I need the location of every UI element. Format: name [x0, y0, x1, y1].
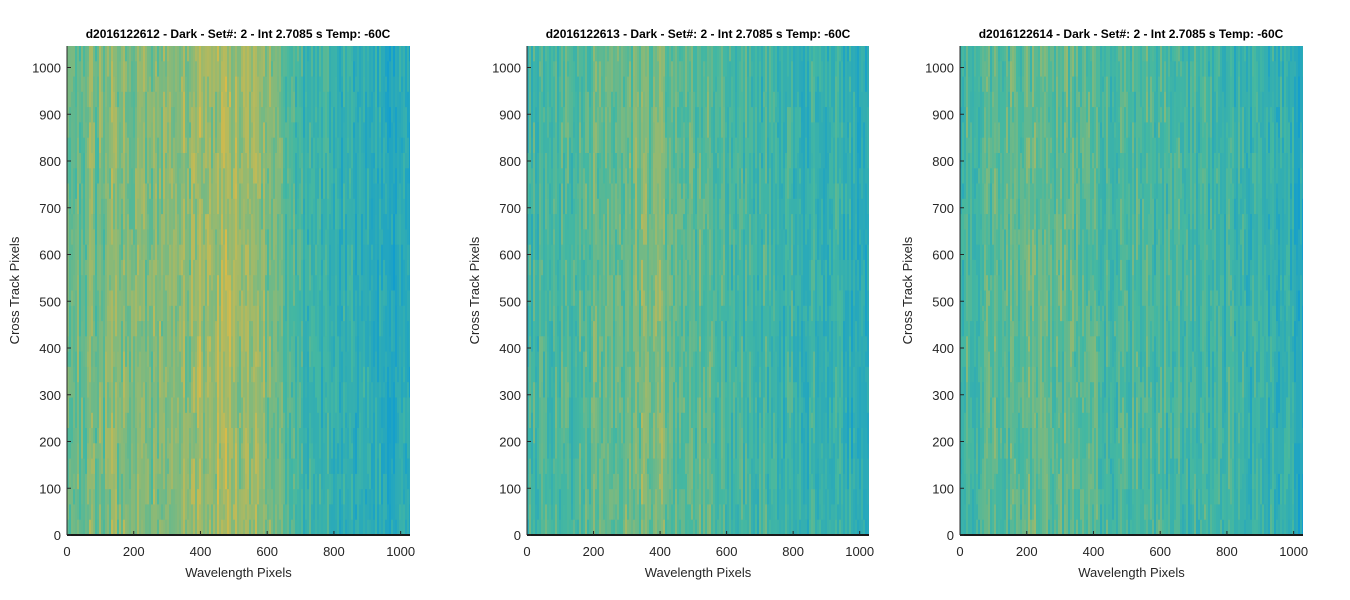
y-tick-label: 1000 [925, 61, 954, 76]
x-axis-label: Wavelength Pixels [1078, 565, 1185, 580]
x-tick-label: 200 [1016, 544, 1038, 559]
chart-title: d2016122613 - Dark - Set#: 2 - Int 2.708… [546, 27, 851, 41]
x-tick-label: 400 [1083, 544, 1105, 559]
y-tick-label: 800 [39, 154, 61, 169]
y-tick-label: 700 [932, 201, 954, 216]
y-tick-label: 100 [932, 481, 954, 496]
y-tick-label: 900 [932, 107, 954, 122]
chart-panel-2: 0 200 400 600 800 1000 0 100 200 300 400 500 600 700 8… [467, 27, 874, 580]
y-tick-label: 700 [499, 201, 521, 216]
y-tick-label: 1000 [32, 61, 61, 76]
y-tick-label: 600 [39, 248, 61, 263]
y-tick-label: 300 [39, 388, 61, 403]
x-tick-label: 800 [782, 544, 804, 559]
y-tick-label: 500 [932, 294, 954, 309]
x-tick-label: 800 [1216, 544, 1238, 559]
y-tick-label: 0 [54, 528, 61, 543]
x-tick-label: 600 [256, 544, 278, 559]
x-axis-label: Wavelength Pixels [645, 565, 752, 580]
x-tick-label: 600 [1149, 544, 1171, 559]
y-axis-label: Cross Track Pixels [7, 236, 22, 344]
y-tick-label: 200 [39, 435, 61, 450]
y-tick-label: 0 [514, 528, 521, 543]
y-tick-label: 100 [499, 481, 521, 496]
x-tick-label: 1000 [386, 544, 415, 559]
chart-title: d2016122614 - Dark - Set#: 2 - Int 2.708… [979, 27, 1284, 41]
x-tick-label: 0 [956, 544, 963, 559]
y-tick-label: 1000 [492, 61, 521, 76]
y-tick-label: 600 [932, 248, 954, 263]
heatmap-image [67, 46, 410, 535]
x-tick-label: 1000 [845, 544, 874, 559]
x-tick-label: 400 [190, 544, 212, 559]
y-tick-label: 200 [932, 435, 954, 450]
y-tick-label: 900 [499, 107, 521, 122]
y-tick-label: 800 [499, 154, 521, 169]
heatmap-image [527, 46, 869, 535]
chart-panel-3: 0 200 400 600 800 1000 0 100 200 300 400 500 600 700 8… [900, 27, 1308, 580]
chart-panel-1: 0 200 400 600 800 1000 0 100 200 300 400 500 600 700 8… [7, 27, 415, 580]
y-tick-label: 400 [499, 341, 521, 356]
x-tick-label: 0 [63, 544, 70, 559]
y-tick-label: 700 [39, 201, 61, 216]
y-tick-label: 200 [499, 435, 521, 450]
chart-title: d2016122612 - Dark - Set#: 2 - Int 2.708… [86, 27, 391, 41]
y-tick-label: 0 [947, 528, 954, 543]
y-tick-label: 300 [499, 388, 521, 403]
y-tick-label: 300 [932, 388, 954, 403]
x-tick-label: 1000 [1279, 544, 1308, 559]
y-tick-label: 800 [932, 154, 954, 169]
x-axis-label: Wavelength Pixels [185, 565, 292, 580]
x-tick-label: 200 [583, 544, 605, 559]
y-tick-label: 100 [39, 481, 61, 496]
y-tick-label: 900 [39, 107, 61, 122]
y-axis-label: Cross Track Pixels [467, 236, 482, 344]
x-tick-label: 600 [716, 544, 738, 559]
x-tick-label: 800 [323, 544, 345, 559]
y-tick-label: 400 [932, 341, 954, 356]
y-tick-label: 400 [39, 341, 61, 356]
heatmap-image [960, 46, 1303, 535]
x-tick-label: 200 [123, 544, 145, 559]
x-tick-label: 400 [649, 544, 671, 559]
x-tick-label: 0 [523, 544, 530, 559]
y-axis-label: Cross Track Pixels [900, 236, 915, 344]
y-tick-label: 600 [499, 248, 521, 263]
y-tick-label: 500 [499, 294, 521, 309]
y-tick-label: 500 [39, 294, 61, 309]
